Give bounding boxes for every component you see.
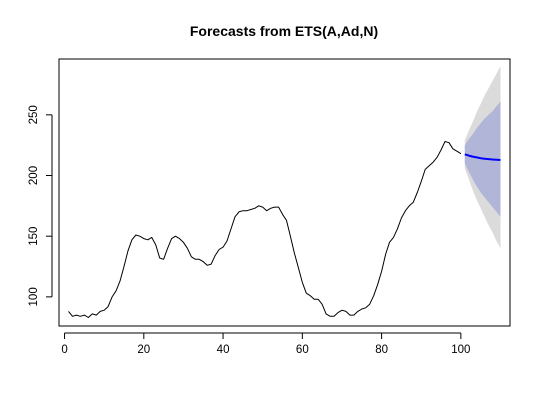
forecast-mean-line	[464, 153, 501, 161]
x-tick-label: 60	[296, 344, 309, 356]
y-tick-label: 250	[28, 105, 40, 124]
x-tick-label: 20	[137, 344, 150, 356]
plot-frame	[58, 58, 511, 327]
y-tick-label: 200	[28, 166, 40, 185]
plot-area	[68, 66, 501, 318]
chart-title: Forecasts from ETS(A,Ad,N)	[190, 23, 378, 39]
x-tick-label: 0	[61, 344, 67, 356]
history-series-line	[68, 141, 462, 318]
x-tick-label: 40	[217, 344, 230, 356]
axes: 0 20 40 60 80 100 100 150 200 250	[28, 105, 470, 356]
y-tick-label: 100	[28, 287, 40, 306]
x-tick-label: 100	[451, 344, 470, 356]
x-tick-label: 80	[375, 344, 388, 356]
y-tick-label: 150	[28, 227, 40, 246]
